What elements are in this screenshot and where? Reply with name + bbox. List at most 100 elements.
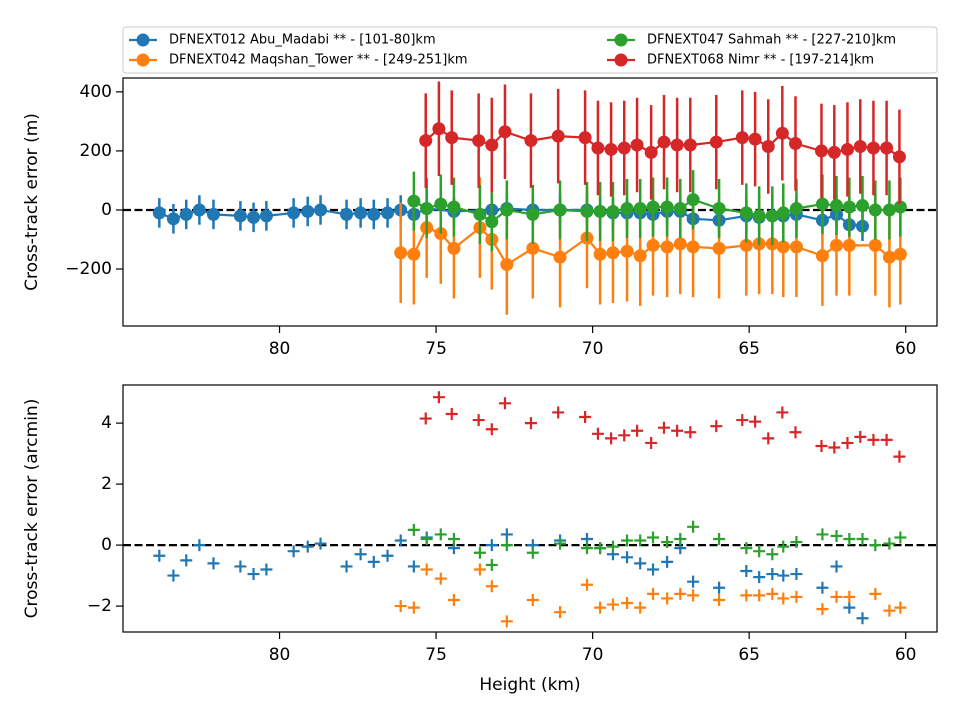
y-tick-label: 4 bbox=[101, 413, 112, 433]
point bbox=[713, 593, 726, 606]
point bbox=[843, 532, 856, 545]
point bbox=[340, 560, 353, 573]
point bbox=[420, 201, 434, 215]
point bbox=[594, 542, 607, 555]
point bbox=[407, 601, 420, 614]
point bbox=[816, 528, 829, 541]
point bbox=[830, 529, 843, 542]
legend-marker bbox=[136, 33, 150, 47]
point bbox=[578, 131, 592, 145]
point bbox=[766, 587, 779, 600]
point bbox=[830, 590, 843, 603]
y-tick-label: 0 bbox=[101, 535, 112, 555]
point bbox=[617, 141, 631, 155]
point bbox=[247, 568, 260, 581]
x-tick-label: 65 bbox=[738, 645, 760, 665]
point bbox=[445, 407, 458, 420]
point bbox=[606, 204, 620, 218]
point bbox=[739, 238, 753, 252]
point bbox=[882, 250, 896, 264]
point bbox=[553, 203, 567, 217]
point bbox=[419, 412, 432, 425]
point bbox=[552, 406, 565, 419]
point bbox=[485, 138, 499, 152]
point bbox=[683, 138, 697, 152]
y-tick-label: 2 bbox=[101, 474, 112, 494]
point bbox=[761, 139, 775, 153]
point bbox=[367, 207, 381, 221]
legend-box bbox=[122, 26, 938, 74]
point bbox=[606, 246, 620, 260]
point bbox=[647, 563, 660, 576]
point bbox=[775, 126, 789, 140]
point bbox=[748, 132, 762, 146]
point bbox=[673, 201, 687, 215]
point bbox=[828, 441, 841, 454]
point bbox=[740, 589, 753, 602]
point bbox=[842, 238, 856, 252]
y-axis-label: Cross-track error (arcmin) bbox=[22, 399, 42, 619]
point bbox=[674, 587, 687, 600]
point bbox=[869, 539, 882, 552]
point bbox=[841, 436, 854, 449]
point bbox=[500, 258, 514, 272]
point bbox=[485, 558, 498, 571]
point bbox=[660, 200, 674, 214]
point bbox=[473, 546, 486, 559]
point bbox=[420, 563, 433, 576]
x-tick-label: 70 bbox=[582, 339, 604, 359]
point bbox=[712, 201, 726, 215]
point bbox=[419, 134, 433, 148]
point bbox=[526, 546, 539, 559]
point bbox=[687, 575, 700, 588]
point bbox=[869, 587, 882, 600]
point bbox=[893, 200, 907, 214]
point bbox=[554, 606, 567, 619]
point bbox=[882, 203, 896, 217]
point bbox=[633, 249, 647, 263]
point bbox=[766, 568, 779, 581]
point bbox=[473, 563, 486, 576]
point bbox=[634, 534, 647, 547]
point bbox=[670, 138, 684, 152]
point bbox=[686, 240, 700, 254]
point bbox=[634, 557, 647, 570]
x-tick-label: 60 bbox=[895, 339, 917, 359]
point bbox=[447, 593, 460, 606]
point bbox=[830, 238, 844, 252]
point bbox=[500, 203, 514, 217]
point bbox=[765, 209, 779, 223]
point bbox=[788, 137, 802, 151]
point bbox=[856, 612, 869, 625]
x-tick-label: 60 bbox=[895, 645, 917, 665]
point bbox=[553, 250, 567, 264]
point bbox=[500, 528, 513, 541]
legend-marker bbox=[614, 53, 628, 67]
point bbox=[604, 142, 618, 156]
point bbox=[394, 600, 407, 613]
point bbox=[790, 590, 803, 603]
point bbox=[206, 207, 220, 221]
point bbox=[180, 554, 193, 567]
point bbox=[381, 206, 395, 220]
point bbox=[868, 203, 882, 217]
point bbox=[853, 139, 867, 153]
y-tick-label: 200 bbox=[80, 141, 112, 161]
point bbox=[447, 241, 461, 255]
point bbox=[354, 206, 368, 220]
point bbox=[407, 194, 421, 208]
point bbox=[710, 420, 723, 433]
point bbox=[816, 581, 829, 594]
point bbox=[618, 429, 631, 442]
point bbox=[840, 142, 854, 156]
point bbox=[591, 141, 605, 155]
point bbox=[473, 207, 487, 221]
x-tick-label: 75 bbox=[425, 339, 447, 359]
point bbox=[868, 238, 882, 252]
point bbox=[646, 200, 660, 214]
point bbox=[830, 199, 844, 213]
legend-label: DFNEXT012 Abu_Madabi ** - [101-80]km bbox=[169, 33, 436, 48]
point bbox=[605, 432, 618, 445]
point bbox=[827, 145, 841, 159]
point bbox=[166, 212, 180, 226]
